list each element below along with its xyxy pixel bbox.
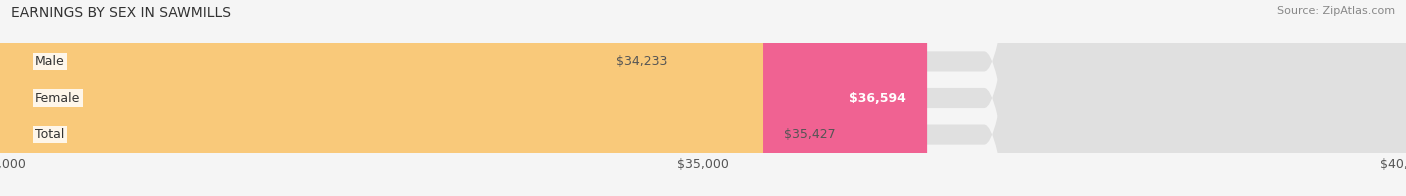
Text: $34,233: $34,233 <box>616 55 668 68</box>
Text: EARNINGS BY SEX IN SAWMILLS: EARNINGS BY SEX IN SAWMILLS <box>11 6 231 20</box>
Text: Source: ZipAtlas.com: Source: ZipAtlas.com <box>1277 6 1395 16</box>
Text: $36,594: $36,594 <box>849 92 905 104</box>
FancyBboxPatch shape <box>0 0 763 196</box>
Text: $35,427: $35,427 <box>785 128 835 141</box>
Text: Female: Female <box>35 92 80 104</box>
FancyBboxPatch shape <box>0 0 927 196</box>
FancyBboxPatch shape <box>0 0 595 196</box>
Text: Male: Male <box>35 55 65 68</box>
Text: Total: Total <box>35 128 65 141</box>
